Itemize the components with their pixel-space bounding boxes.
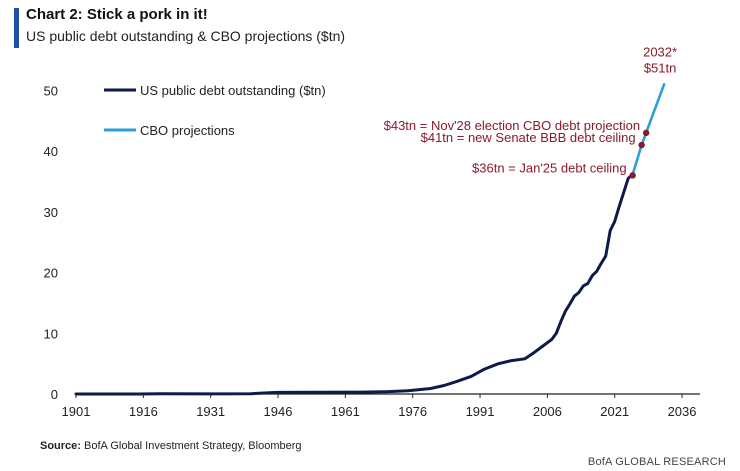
y-tick-label: 40 bbox=[44, 144, 58, 159]
source-note: Source: BofA Global Investment Strategy,… bbox=[40, 440, 302, 452]
cbo-projection-line bbox=[631, 83, 666, 176]
chart-title: Chart 2: Stick a pork in it! bbox=[26, 6, 208, 23]
annotations: $43tn = Nov'28 election CBO debt project… bbox=[384, 44, 677, 179]
y-tick-labels: 0 10 20 30 40 50 bbox=[44, 83, 58, 402]
y-tick-label: 50 bbox=[44, 83, 58, 98]
legend: US public debt outstanding ($tn) CBO proj… bbox=[104, 83, 326, 138]
debt-line-chart: 0 10 20 30 40 50 1901 1916 1931 1946 1961 1976 1991… bbox=[44, 44, 700, 419]
x-tick-label: 1976 bbox=[398, 404, 427, 419]
y-tick-label: 10 bbox=[44, 326, 58, 341]
x-tick-label: 1931 bbox=[196, 404, 225, 419]
series-lines bbox=[74, 83, 666, 396]
legend-label: US public debt outstanding ($tn) bbox=[140, 83, 326, 98]
y-tick-label: 30 bbox=[44, 205, 58, 220]
x-tick-label: 1901 bbox=[62, 404, 91, 419]
chart-subtitle: US public debt outstanding & CBO project… bbox=[26, 28, 346, 44]
x-tick-label: 2036 bbox=[668, 404, 697, 419]
endpoint-year-label: 2032* bbox=[643, 44, 677, 59]
debt-series-line bbox=[74, 172, 635, 396]
endpoint-value-label: $51tn bbox=[644, 60, 677, 75]
x-tick-label: 1946 bbox=[264, 404, 293, 419]
annotation-label: $41tn = new Senate BBB debt ceiling bbox=[421, 130, 636, 145]
x-tick-label: 2021 bbox=[600, 404, 629, 419]
annotation-marker bbox=[629, 172, 636, 179]
annotation-marker bbox=[642, 129, 650, 137]
x-tick-labels: 1901 1916 1931 1946 1961 1976 1991 2006 2021 2036 bbox=[62, 404, 697, 419]
x-tick-label: 1916 bbox=[129, 404, 158, 419]
brand-footer: BofA GLOBAL RESEARCH bbox=[587, 456, 726, 468]
annotation-marker bbox=[638, 141, 645, 149]
source-label: Source: bbox=[40, 440, 81, 452]
x-tick-label: 1991 bbox=[466, 404, 495, 419]
annotation-label: $36tn = Jan'25 debt ceiling bbox=[472, 160, 627, 175]
y-tick-label: 0 bbox=[51, 387, 58, 402]
annotation-label: $43tn = Nov'28 election CBO debt project… bbox=[384, 118, 641, 133]
title-accent-bar bbox=[14, 8, 19, 48]
legend-label: CBO projections bbox=[140, 123, 235, 138]
x-tick-label: 2006 bbox=[533, 404, 562, 419]
source-text: BofA Global Investment Strategy, Bloombe… bbox=[84, 440, 302, 452]
y-tick-label: 20 bbox=[44, 266, 58, 281]
x-tick-label: 1961 bbox=[331, 404, 360, 419]
